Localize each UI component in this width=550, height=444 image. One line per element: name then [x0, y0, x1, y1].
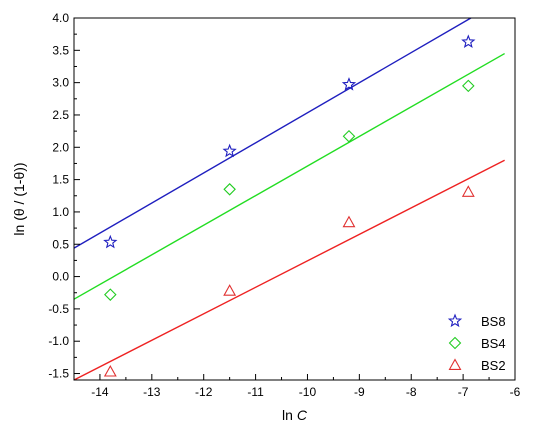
y-tick-label: 0.5 [52, 237, 69, 251]
data-point-bs8 [341, 77, 357, 91]
x-tick-label: -7 [458, 385, 469, 399]
y-tick-label: -1.0 [48, 334, 69, 348]
data-point-bs4 [104, 288, 117, 301]
y-tick-label: -1.5 [48, 367, 69, 381]
legend-marker-bs2 [448, 358, 462, 370]
data-point-bs8 [461, 34, 476, 48]
y-tick-label: -0.5 [48, 302, 69, 316]
fit-line-bs8 [73, 17, 472, 249]
x-tick-label: -14 [91, 385, 109, 399]
fit-line-bs2 [73, 159, 505, 381]
data-point-bs8 [103, 234, 118, 249]
x-tick-label: -12 [195, 385, 213, 399]
x-tick-label: -6 [510, 385, 521, 399]
y-tick-label: 4.0 [52, 11, 69, 25]
y-tick-label: 3.0 [52, 76, 69, 90]
legend-label-bs4: BS4 [481, 336, 506, 351]
y-axis-title: ln (θ / (1-θ)) [11, 162, 27, 235]
y-tick-label: 2.0 [52, 140, 69, 154]
data-point-bs2 [342, 215, 356, 228]
fit-lines [73, 17, 505, 381]
data-point-bs2 [103, 364, 117, 377]
legend-label-bs8: BS8 [481, 314, 506, 329]
x-tick-label: -13 [143, 385, 161, 399]
y-tick-label: 0.0 [52, 270, 69, 284]
data-point-bs4 [223, 183, 236, 196]
y-tick-label: 3.5 [52, 43, 69, 57]
fit-line-bs4 [73, 52, 505, 300]
x-tick-label: -11 [247, 385, 264, 399]
x-tick-label: -8 [406, 385, 417, 399]
x-axis-title-variable: C [297, 407, 308, 423]
y-tick-label: 2.5 [52, 108, 69, 122]
y-tick-label: 1.5 [52, 173, 69, 187]
legend-marker-bs4 [448, 336, 462, 350]
x-axis-title: ln C [282, 407, 308, 423]
y-tick-label: 1.0 [52, 205, 69, 219]
legend-marker-bs8 [447, 313, 463, 328]
x-tick-label: -10 [299, 385, 317, 399]
x-axis: -14 -13 -12 -11 -10 -9 -8 -7 -6 [73, 374, 521, 399]
data-markers [103, 34, 476, 377]
y-axis: -1.5 -1.0 -0.5 0.0 0.5 1.0 1.5 2.0 2.5 3.0 3.5 4.0 [48, 11, 80, 381]
legend: BS8 BS4 BS2 [447, 313, 506, 373]
data-point-bs2 [461, 185, 475, 197]
data-point-bs8 [222, 143, 237, 158]
data-point-bs4 [342, 130, 356, 143]
data-point-bs4 [462, 79, 475, 93]
data-point-bs2 [223, 284, 237, 296]
x-tick-label: -9 [354, 385, 365, 399]
x-axis-title-prefix: ln [282, 407, 297, 423]
plot-frame [73, 17, 516, 381]
legend-label-bs2: BS2 [481, 358, 506, 373]
